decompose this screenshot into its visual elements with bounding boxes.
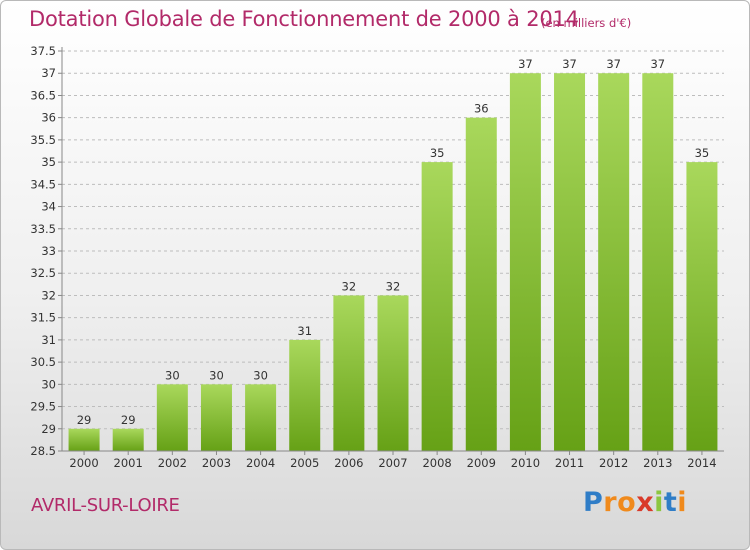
logo-letter: x: [636, 487, 655, 518]
data-label-2002: 30: [165, 368, 180, 382]
y-tick-label: 33.5: [30, 222, 56, 236]
bar-2006: [333, 295, 365, 451]
bar-2001: [112, 428, 144, 451]
bar-2005: [289, 339, 321, 451]
data-label-2014: 35: [695, 146, 710, 160]
bar-2009: [465, 117, 497, 452]
y-tick-label: 29.5: [30, 400, 56, 414]
x-tick-label: 2011: [555, 456, 584, 470]
x-tick-label: 2012: [599, 456, 628, 470]
data-label-2003: 30: [209, 368, 224, 382]
y-tick-label: 31: [41, 333, 56, 347]
data-label-2009: 36: [474, 102, 489, 116]
bar-2003: [200, 384, 232, 451]
data-label-2010: 37: [518, 57, 533, 71]
y-tick-label: 36.5: [30, 88, 56, 102]
logo-letter: r: [603, 487, 618, 518]
x-tick-label: 2014: [687, 456, 716, 470]
data-label-2001: 29: [121, 413, 136, 427]
x-tick-label: 2000: [69, 456, 98, 470]
y-tick-label: 37.5: [30, 44, 56, 58]
data-label-2011: 37: [562, 57, 577, 71]
y-tick-label: 29: [41, 422, 56, 436]
data-label-2005: 31: [297, 324, 312, 338]
y-tick-label: 32: [41, 288, 56, 302]
x-tick-label: 2009: [467, 456, 496, 470]
y-tick-label: 35.5: [30, 133, 56, 147]
y-tick-label: 30: [41, 377, 56, 391]
bar-2010: [509, 73, 541, 451]
x-tick-label: 2001: [114, 456, 143, 470]
data-label-2006: 32: [342, 279, 357, 293]
bar-2013: [642, 73, 674, 451]
bar-2014: [686, 162, 718, 451]
bar-2012: [598, 73, 630, 451]
bar-2002: [156, 384, 188, 451]
y-tick-label: 33: [41, 244, 56, 258]
bar-2000: [68, 428, 100, 451]
bar-2004: [245, 384, 277, 451]
logo-letter: P: [583, 487, 604, 518]
y-tick-label: 32.5: [30, 266, 56, 280]
x-tick-label: 2003: [202, 456, 231, 470]
data-label-2004: 30: [253, 368, 268, 382]
data-label-2012: 37: [606, 57, 621, 71]
data-labels: 29 29 30 30 30 31 32 32 35 36 37 37 37 37 35: [77, 57, 710, 427]
x-tick-label: 2010: [511, 456, 540, 470]
x-tick-label: 2013: [643, 456, 672, 470]
data-label-2008: 35: [430, 146, 445, 160]
logo-letter: t: [663, 487, 678, 518]
bar-2008: [421, 162, 453, 451]
bar-2011: [554, 73, 586, 451]
y-tick-label: 35: [41, 155, 56, 169]
x-tick-label: 2006: [334, 456, 363, 470]
logo-letter: i: [654, 487, 664, 518]
data-label-2007: 32: [386, 279, 401, 293]
commune-name: AVRIL-SUR-LOIRE: [31, 495, 180, 516]
bars: [68, 73, 718, 452]
y-tick-label: 31.5: [30, 311, 56, 325]
x-tick-labels: 2000 2001 2002 2003 2004 2005 2006 2007 2008 2009…: [69, 451, 717, 470]
logo-letter: o: [617, 487, 637, 518]
y-tick-label: 34.5: [30, 177, 56, 191]
y-tick-label: 36: [41, 111, 56, 125]
chart-subtitle: (en milliers d'€): [541, 16, 632, 30]
y-tick-label: 37: [41, 66, 56, 80]
data-label-2013: 37: [650, 57, 665, 71]
y-tick-labels: 28.5 29 29.5 30 30.5 31 31.5 32 32.5 33 33.5 34 34.5…: [30, 44, 62, 458]
x-tick-label: 2008: [422, 456, 451, 470]
data-label-2000: 29: [77, 413, 92, 427]
y-tick-label: 28.5: [30, 444, 56, 458]
logo-letter: i: [677, 487, 688, 518]
x-tick-label: 2005: [290, 456, 319, 470]
chart-title: Dotation Globale de Fonctionnement de 20…: [29, 7, 579, 31]
x-tick-label: 2002: [158, 456, 187, 470]
x-tick-label: 2004: [246, 456, 275, 470]
y-tick-label: 30.5: [30, 355, 56, 369]
x-tick-label: 2007: [378, 456, 407, 470]
bar-2007: [377, 295, 409, 451]
proxiti-logo: Proxiti: [583, 487, 687, 518]
y-tick-label: 34: [41, 200, 56, 214]
